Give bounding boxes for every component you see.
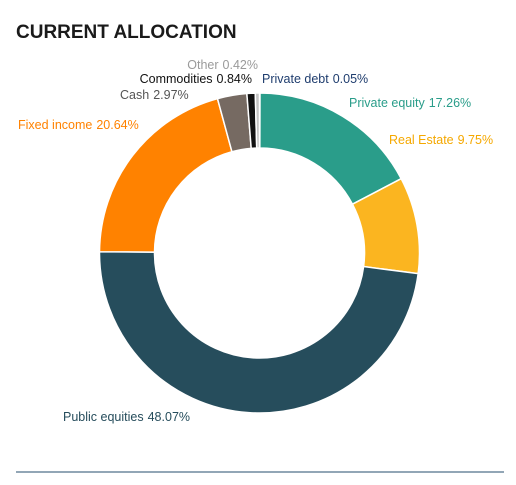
slice-value: 2.97% bbox=[153, 88, 188, 102]
slice-label: Other 0.42% bbox=[187, 58, 258, 72]
slice-value: 9.75% bbox=[458, 133, 493, 147]
slice-name: Other bbox=[187, 58, 218, 72]
slice-value: 17.26% bbox=[429, 96, 471, 110]
slice-value: 20.64% bbox=[96, 118, 138, 132]
slice-label: Public equities 48.07% bbox=[63, 410, 190, 424]
slice-name: Private equity bbox=[349, 96, 425, 110]
slice-value: 0.05% bbox=[333, 72, 368, 86]
slice-label: Real Estate 9.75% bbox=[389, 133, 493, 147]
slice-label: Commodities 0.84% bbox=[140, 72, 252, 86]
donut-segment bbox=[98, 250, 420, 414]
slice-name: Fixed income bbox=[18, 118, 92, 132]
slice-value: 0.84% bbox=[217, 72, 252, 86]
slice-value: 48.07% bbox=[148, 410, 190, 424]
slice-name: Cash bbox=[120, 88, 149, 102]
slice-name: Public equities bbox=[63, 410, 144, 424]
slice-name: Commodities bbox=[140, 72, 213, 86]
slice-name: Real Estate bbox=[389, 133, 454, 147]
slice-label: Fixed income 20.64% bbox=[18, 118, 139, 132]
slice-name: Private debt bbox=[262, 72, 329, 86]
chart-title: CURRENT ALLOCATION bbox=[16, 22, 237, 43]
slice-label: Private equity 17.26% bbox=[349, 96, 471, 110]
slice-label: Cash 2.97% bbox=[120, 88, 189, 102]
donut-segment bbox=[254, 92, 261, 149]
slice-value: 0.42% bbox=[223, 58, 258, 72]
slice-label: Private debt 0.05% bbox=[262, 72, 368, 86]
